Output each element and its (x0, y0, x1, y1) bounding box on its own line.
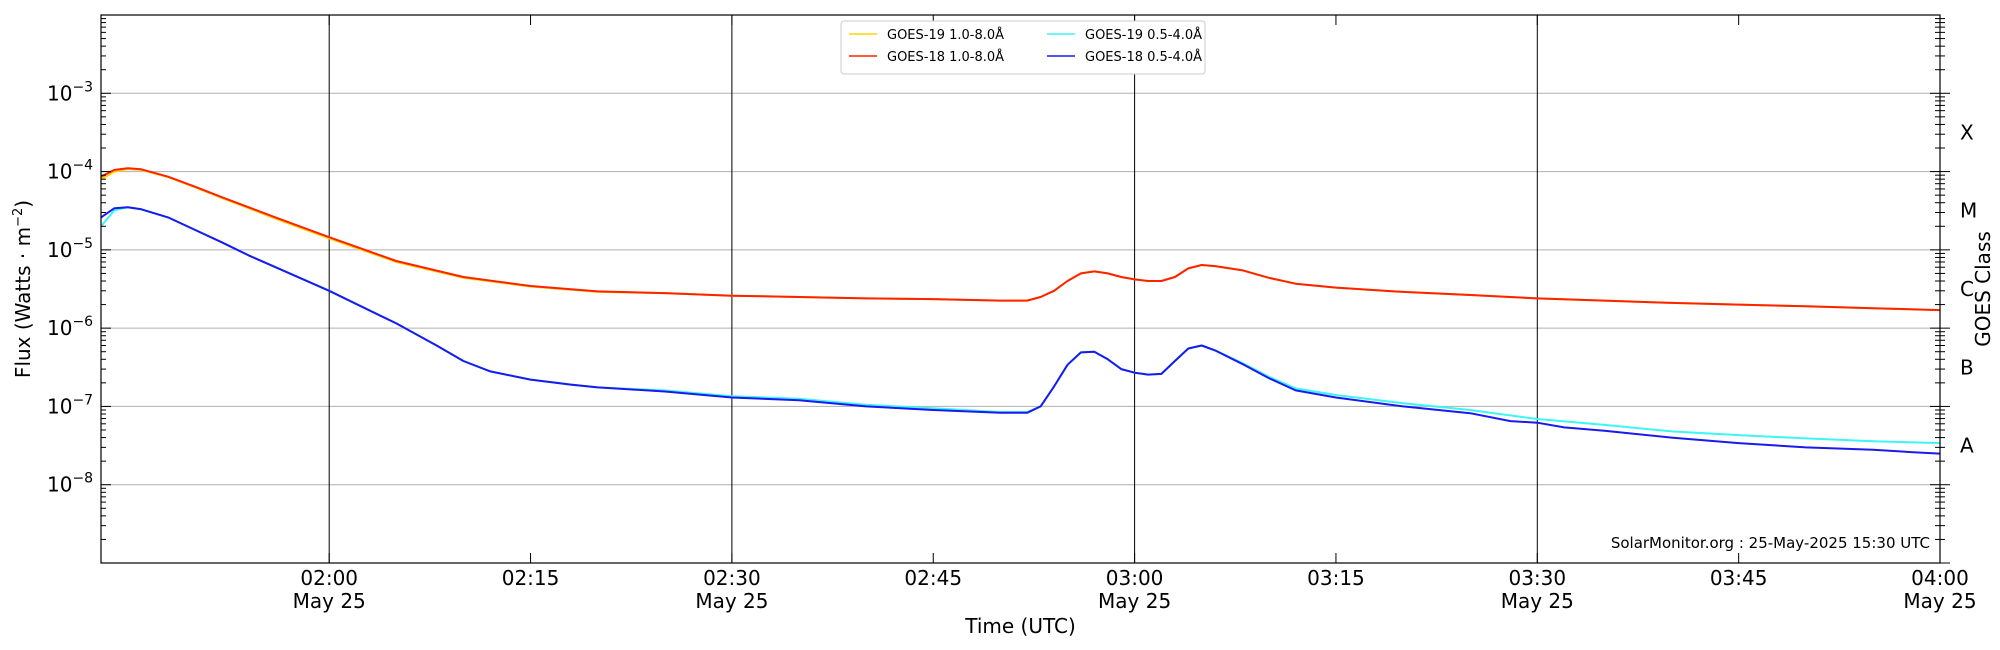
y-tick-exponent: −3 (72, 79, 93, 95)
x-tick-label: 03:00 (1106, 566, 1164, 590)
y-axis-label: Flux (Watts · m−2) (11, 200, 35, 378)
legend-entry-label: GOES-18 0.5-4.0Å (1085, 49, 1202, 65)
y-tick-base: 10 (47, 473, 72, 497)
y-tick-exponent: −6 (72, 314, 93, 330)
y-tick-base: 10 (47, 160, 72, 184)
tick-layer (101, 15, 1950, 564)
goes-class-axis-label: GOES Class (1971, 231, 1995, 347)
series-line (100, 167, 1941, 312)
legend-entry-label: GOES-18 1.0-8.0Å (887, 49, 1004, 65)
y-tick-base: 10 (47, 238, 72, 262)
x-tick-date-label: May 25 (1098, 589, 1171, 613)
goes-class-label: A (1960, 434, 1974, 458)
x-tick-date-label: May 25 (1903, 589, 1976, 613)
y-tick-base: 10 (47, 81, 72, 105)
x-tick-label: 03:30 (1508, 566, 1566, 590)
series-layer (100, 167, 1941, 455)
series-line (100, 168, 1941, 312)
x-tick-label: 02:45 (904, 566, 962, 590)
series-line (100, 206, 1941, 455)
solarmonitor-watermark: SolarMonitor.org : 25-May-2025 15:30 UTC (1611, 534, 1930, 552)
y-tick-label: 10−8 (47, 471, 93, 497)
y-tick-label: 10−4 (47, 158, 93, 184)
x-tick-label: 02:30 (703, 566, 761, 590)
goes-class-label: C (1960, 277, 1974, 301)
x-tick-label: 03:45 (1710, 566, 1768, 590)
y-tick-label: 10−5 (47, 236, 93, 262)
x-tick-date-label: May 25 (695, 589, 768, 613)
plot-frame (100, 14, 1941, 564)
y-tick-labels: 10−810−710−610−510−410−3 (47, 79, 93, 496)
y-tick-exponent: −7 (72, 392, 93, 408)
x-tick-label: 02:15 (502, 566, 560, 590)
goes-class-label: M (1960, 199, 1977, 223)
x-tick-label: 03:15 (1307, 566, 1365, 590)
series-line (100, 206, 1941, 445)
y-axis-label-main: Flux (Watts · m (11, 227, 35, 378)
vertical-time-lines (328, 15, 1538, 563)
goes-class-label: B (1960, 355, 1974, 379)
legend: GOES-19 1.0-8.0Å GOES-18 1.0-8.0Å GOES-19 … (840, 20, 1206, 75)
legend-entry-label: GOES-19 0.5-4.0Å (1085, 27, 1202, 43)
y-tick-base: 10 (47, 316, 72, 340)
y-tick-exponent: −8 (72, 471, 93, 487)
x-tick-date-label: May 25 (1501, 589, 1574, 613)
y-tick-base: 10 (47, 394, 72, 418)
goes-class-labels: A B C M X (1960, 120, 1977, 457)
y-axis-label-sup: −2 (11, 208, 26, 227)
x-tick-label: 02:00 (300, 566, 358, 590)
y-tick-exponent: −5 (72, 236, 93, 252)
x-tick-date-label: May 25 (293, 589, 366, 613)
legend-entry-label: GOES-19 1.0-8.0Å (887, 27, 1004, 43)
y-tick-exponent: −4 (72, 158, 93, 174)
goes-class-label: X (1960, 120, 1974, 144)
grid-layer (101, 92, 1940, 486)
y-axis-label-close: ) (11, 200, 35, 208)
y-tick-label: 10−7 (47, 392, 93, 418)
x-tick-label: 04:00 (1911, 566, 1969, 590)
legend-box (840, 20, 1206, 75)
x-axis-label: Time (UTC) (964, 614, 1076, 638)
y-tick-label: 10−3 (47, 79, 93, 105)
y-tick-label: 10−6 (47, 314, 93, 340)
